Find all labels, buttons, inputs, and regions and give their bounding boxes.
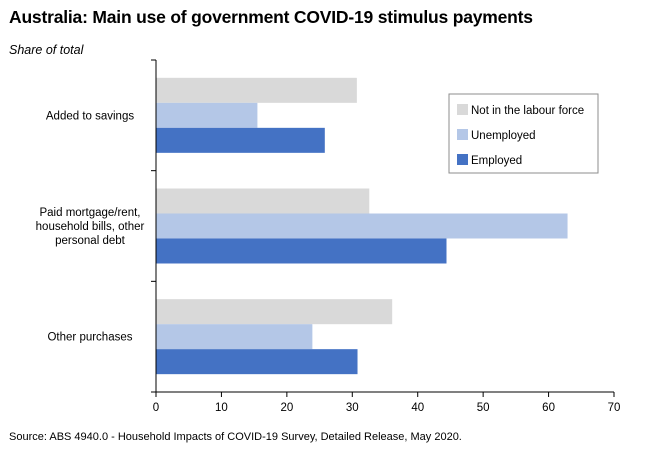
- bar: [156, 188, 370, 214]
- x-tick-label: 70: [608, 402, 621, 414]
- category-label: Other purchases: [47, 332, 132, 344]
- bars-group: [156, 77, 568, 375]
- bar: [156, 299, 393, 325]
- category-label: household bills, other: [36, 221, 145, 233]
- category-label: personal debt: [55, 235, 125, 247]
- x-tick-label: 10: [215, 402, 228, 414]
- legend-label: Unemployed: [471, 130, 536, 142]
- legend: Not in the labour force Unemployed Employe…: [448, 93, 599, 174]
- bar: [156, 102, 258, 128]
- legend-swatch: [457, 129, 468, 140]
- category-label: Added to savings: [46, 110, 134, 122]
- x-tick-label: 20: [280, 402, 293, 414]
- bar: [156, 127, 325, 153]
- bar: [156, 349, 358, 375]
- legend-swatch: [457, 104, 468, 115]
- x-tick-label: 30: [346, 402, 359, 414]
- chart-subtitle: Share of total: [9, 43, 84, 57]
- category-label: Paid mortgage/rent,: [39, 207, 140, 219]
- bar: [156, 324, 313, 350]
- legend-box: [448, 93, 599, 174]
- x-tick-label: 0: [153, 402, 159, 414]
- x-tick-label: 40: [411, 402, 424, 414]
- x-tick-label: 60: [542, 402, 555, 414]
- source-note: Source: ABS 4940.0 - Household Impacts o…: [9, 431, 462, 443]
- chart-title: Australia: Main use of government COVID-…: [9, 7, 533, 27]
- category-labels-group: Added to savings Paid mortgage/rent, house…: [36, 59, 156, 393]
- x-tick-label: 50: [477, 402, 490, 414]
- legend-swatch: [457, 154, 468, 165]
- legend-label: Not in the labour force: [471, 105, 584, 117]
- bar: [156, 213, 568, 239]
- x-ticks-group: 0 10 20 30 40 50 60 70: [153, 392, 621, 414]
- bar: [156, 238, 447, 264]
- legend-label: Employed: [471, 155, 522, 167]
- bar: [156, 77, 357, 103]
